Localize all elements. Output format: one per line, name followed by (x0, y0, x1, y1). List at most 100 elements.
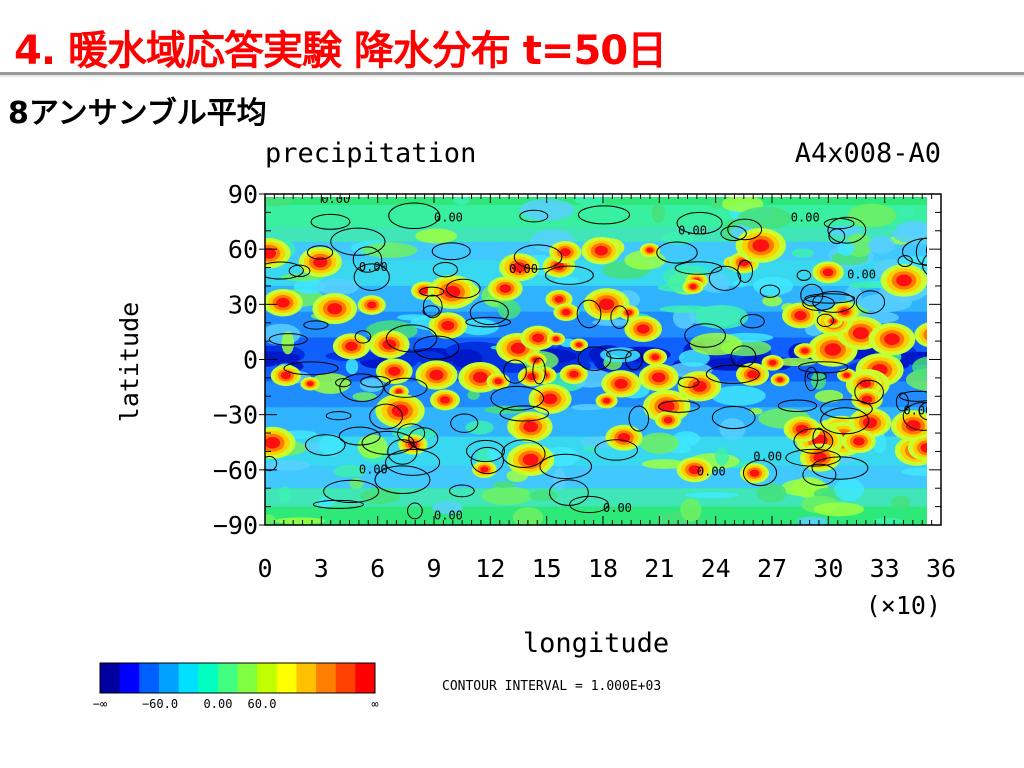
contour-line (577, 205, 631, 225)
contour-line (303, 320, 329, 330)
contour-line (407, 502, 423, 520)
contour-line (811, 456, 869, 480)
contour-label: 0.00 (434, 211, 463, 225)
field-blob (361, 242, 418, 259)
field-blob (345, 358, 359, 375)
x-tick-label: 3 (314, 554, 329, 583)
precip-cell (429, 369, 444, 381)
contour-line (926, 245, 927, 256)
y-tick-label: −60 (213, 456, 258, 485)
contour-line (354, 330, 372, 344)
contour-line (720, 225, 747, 242)
precip-cell (554, 295, 564, 303)
precip-cell (440, 396, 450, 404)
colorbar-labels: −∞ −60.0 0.00 60.0 ∞ (93, 697, 379, 711)
field-blob (352, 392, 377, 401)
field-blob (680, 498, 702, 522)
precip-cell (813, 452, 827, 463)
field-blob (359, 378, 385, 392)
precip-cell (646, 247, 654, 253)
x-tick-label: 6 (370, 554, 385, 583)
field-blob (847, 203, 897, 228)
field-blob (659, 305, 713, 313)
precip-cell (499, 284, 512, 293)
contour-line (656, 241, 698, 264)
field-blob (281, 331, 295, 355)
field-blob (797, 516, 827, 525)
field-blob (737, 206, 792, 230)
contour-line (339, 373, 384, 402)
contour-line (306, 245, 334, 260)
field-band (265, 506, 927, 525)
contour-line (283, 361, 339, 376)
colorbar-swatch (100, 663, 121, 693)
contour-line (759, 284, 781, 298)
field-blob (813, 502, 865, 517)
contour-line (674, 261, 723, 275)
field-blob (529, 489, 558, 502)
contour-line (431, 242, 471, 261)
contour-label: 0.00 (359, 260, 388, 274)
colorbar-label: 60.0 (248, 697, 277, 711)
slide-subtitle: 8アンサンブル平均 (8, 96, 267, 131)
field-blob (265, 514, 276, 525)
precip-cell (663, 416, 673, 424)
precip-cell (801, 348, 809, 354)
contour-line (432, 261, 458, 278)
field-blob (762, 295, 783, 307)
field-blob (715, 447, 730, 466)
contour-line (539, 453, 593, 480)
contour-line (802, 463, 837, 486)
contour-line (804, 366, 819, 392)
x-tick-label: 0 (257, 554, 272, 583)
field-blob (641, 459, 686, 469)
precip-cell (920, 443, 927, 453)
contour-line (310, 213, 351, 230)
contour-line (360, 375, 391, 388)
contour-line (677, 376, 700, 388)
title-divider-highlight (0, 75, 1024, 77)
precip-cell (388, 366, 401, 376)
contour-line (469, 299, 509, 326)
colorbar-label: −60.0 (142, 697, 178, 711)
contour-line (742, 459, 778, 487)
contour-label: 0.00 (847, 268, 876, 282)
contour-line (902, 402, 927, 431)
field-blob (661, 232, 694, 245)
contour-line (594, 439, 638, 461)
field-blob (901, 467, 927, 476)
contour-line (450, 413, 479, 433)
precip-cell (794, 310, 807, 321)
precip-cell (824, 343, 842, 356)
contour-line (777, 399, 818, 413)
precip-cell (861, 395, 873, 404)
precip-cell (651, 354, 660, 361)
slide-title: 4. 暖水域応答実験 降水分布 t=50日 (14, 28, 667, 74)
contour-label: 0.00 (434, 508, 463, 522)
precip-cell (265, 247, 276, 259)
field-blob (553, 468, 566, 491)
field-blob (316, 497, 334, 508)
colorbar-swatch (158, 663, 180, 693)
colorbar-frame (99, 662, 376, 694)
contour-label: 0.00 (678, 223, 707, 237)
contour-line (820, 407, 870, 435)
contour-label: 0.00 (697, 464, 726, 478)
field-blob (791, 248, 815, 258)
field-blob (574, 197, 605, 206)
y-axis-label: latitude (115, 302, 144, 422)
contour-interval-text: CONTOUR INTERVAL = 1.000E+03 (442, 679, 661, 694)
precip-cell (692, 380, 707, 392)
precip-cell (652, 372, 666, 383)
contour-line (288, 264, 311, 278)
field-blob (293, 278, 325, 295)
x-tick-label: 36 (926, 554, 956, 583)
precip-cell (896, 274, 912, 287)
precip-cell (559, 248, 571, 257)
precip-cell (905, 420, 921, 432)
precip-cell (280, 371, 292, 380)
contour-line (330, 227, 386, 256)
field-blob (319, 433, 344, 457)
field-blob (487, 448, 504, 461)
field-blob (872, 517, 903, 525)
